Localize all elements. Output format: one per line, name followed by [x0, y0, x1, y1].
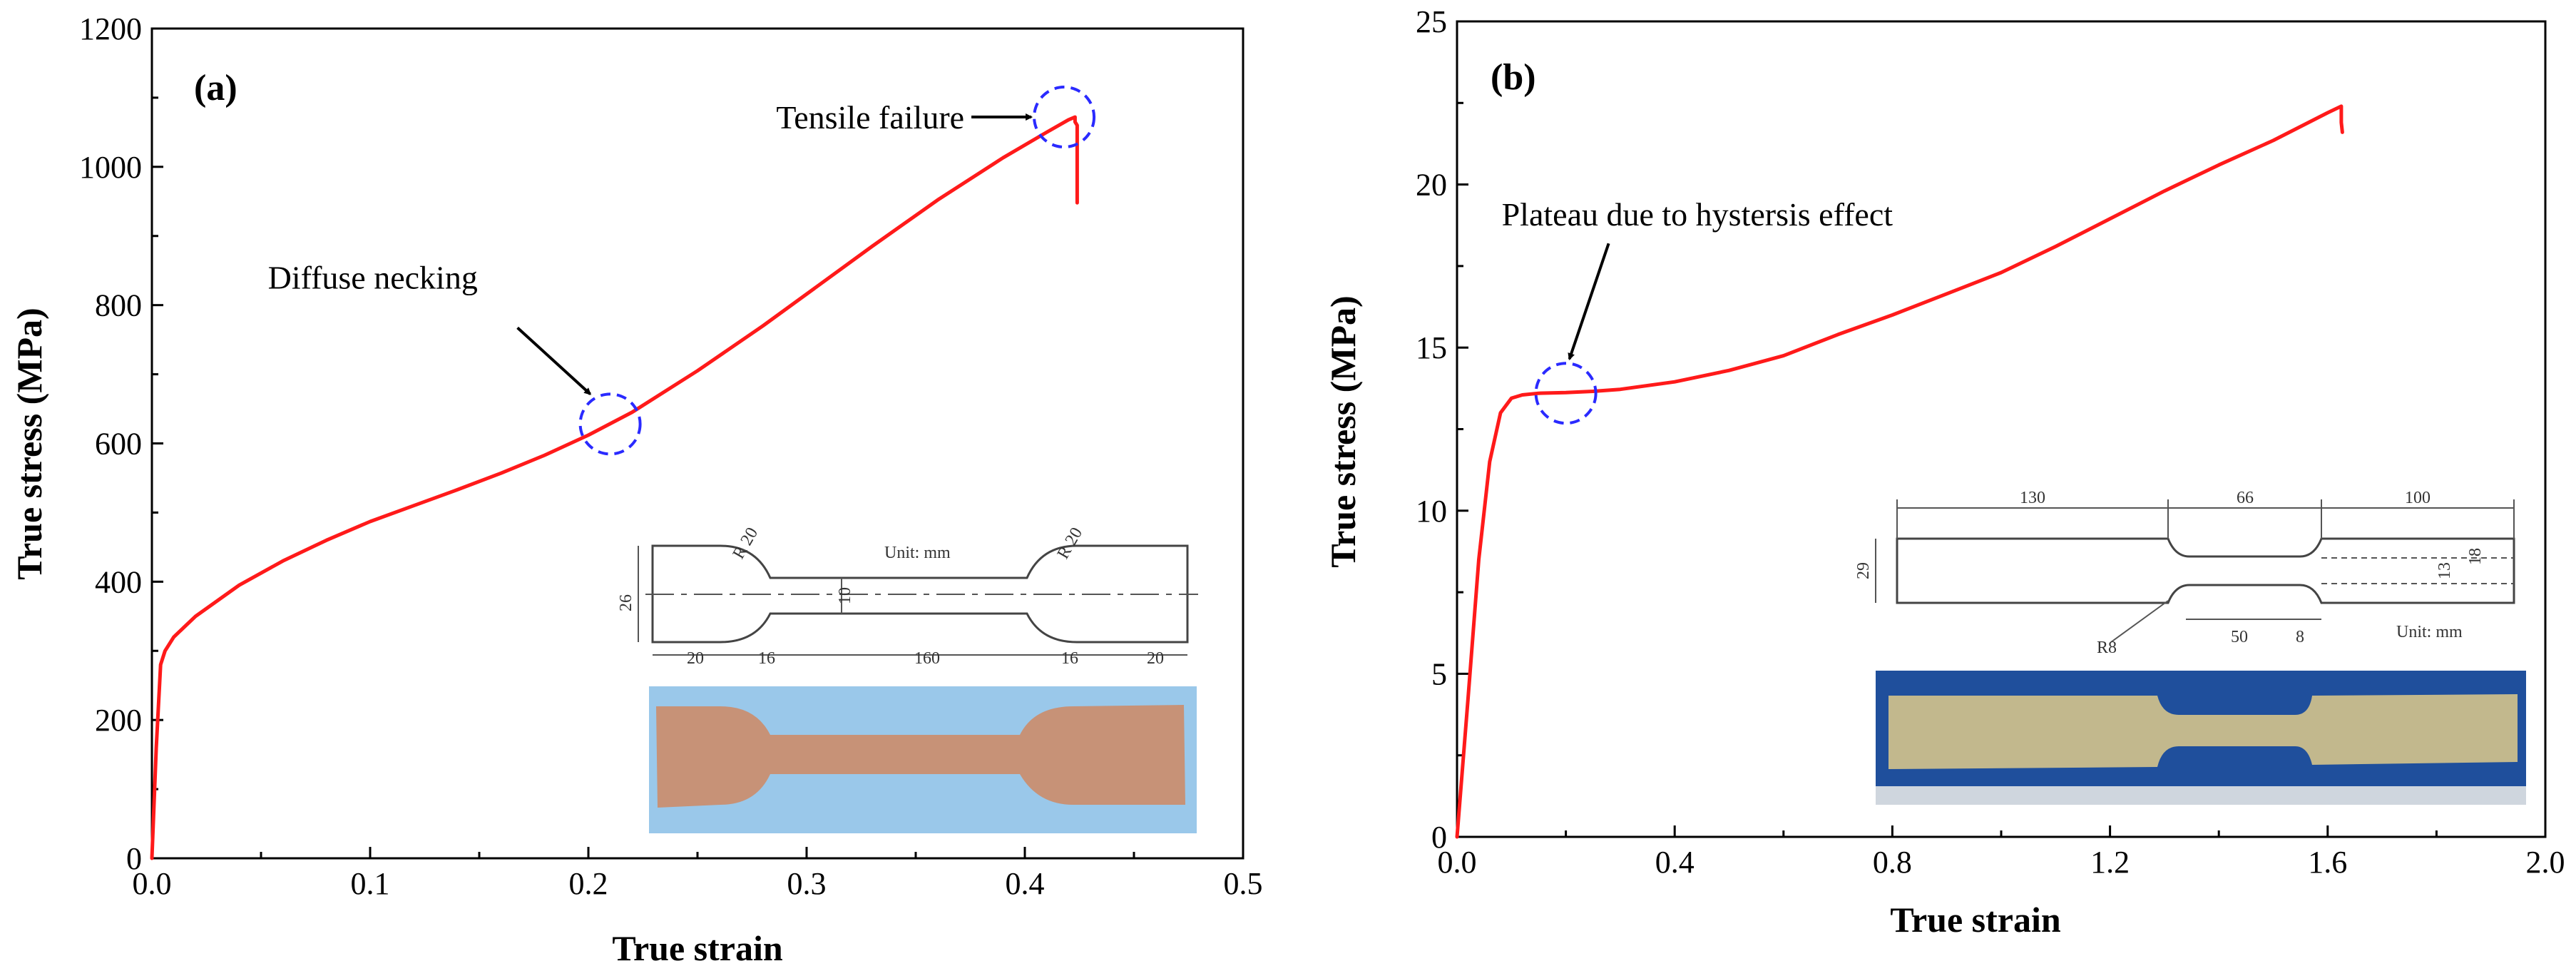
x-ticks-b: 0.0 0.4 0.8 1.2 1.6 2.0: [1438, 825, 2565, 880]
inner-dim-b: 13: [2436, 562, 2454, 579]
x-ticks-a: 0.0 0.1 0.2 0.3 0.4 0.5: [133, 847, 1263, 901]
y-tick-label: 1200: [79, 11, 142, 46]
x-tick-label: 0.0: [133, 866, 172, 901]
specimen-drawing-b: 130 66 100 29 13 18 50 8 R8 Unit: mm: [1854, 489, 2515, 657]
x-axis-title-b: True strain: [1890, 900, 2061, 940]
dim-bottom-a-0: 20: [687, 649, 704, 668]
highlight-circle: [1534, 362, 1598, 425]
dim-bottom-a-2: 160: [914, 649, 940, 668]
x-tick-label: 0.1: [351, 866, 390, 901]
radius-label-b: R8: [2097, 639, 2117, 657]
y-tick-label: 400: [95, 564, 142, 599]
x-tick-label: 0.4: [1655, 845, 1695, 880]
specimen-photo-a: [649, 686, 1197, 833]
y-tick-label: 20: [1416, 168, 1447, 203]
x-tick-label: 1.6: [2308, 845, 2347, 880]
y-tick-label: 5: [1431, 656, 1447, 691]
y-tick-label: 10: [1416, 494, 1447, 529]
right-dim-b: 18: [2466, 548, 2485, 565]
y-axis-title-b: True stress (MPa): [1323, 295, 1363, 567]
specimen-drawing-a: Unit: mm R 20 R 20 26 10 20 16 160 16 20: [617, 524, 1198, 668]
height-dim-a: 26: [617, 594, 635, 611]
y-tick-label: 25: [1416, 4, 1447, 39]
stress-strain-curve: [1455, 104, 2344, 839]
dim-bottom-a-1: 16: [758, 649, 775, 668]
x-tick-label: 0.0: [1438, 845, 1477, 880]
annotation-arrow: [1568, 243, 1610, 361]
annotations-a: Diffuse necking Tensile failure: [268, 86, 1096, 456]
x-tick-label: 0.4: [1006, 866, 1045, 901]
y-ticks-a: 0 200 400 600 800 1000 1200: [79, 11, 163, 876]
x-tick-label: 0.2: [569, 866, 608, 901]
annotations-b: Plateau due to hystersis effect: [1502, 196, 1893, 425]
unit-label-b: Unit: mm: [2396, 623, 2463, 641]
dim-top-b-2: 100: [2405, 489, 2431, 507]
y-tick-label: 0: [126, 841, 142, 876]
dim-bottom-b-0: 50: [2231, 628, 2248, 646]
highlight-circle: [1033, 86, 1096, 149]
x-tick-label: 1.2: [2090, 845, 2130, 880]
data-series-b: [1455, 104, 2344, 839]
x-axis-title-a: True strain: [612, 928, 783, 968]
y-tick-label: 200: [95, 703, 142, 738]
radius-label-left-a: R 20: [730, 524, 762, 562]
radius-label-right-a: R 20: [1054, 524, 1087, 562]
y-tick-label: 0: [1431, 820, 1447, 855]
panel-label-b: (b): [1491, 57, 1536, 98]
x-tick-label: 0.3: [787, 866, 827, 901]
annotation-arrow: [516, 326, 592, 395]
y-tick-label: 15: [1416, 330, 1447, 365]
height-dim-b: 29: [1854, 562, 1873, 579]
annotation-label: Plateau due to hystersis effect: [1502, 196, 1893, 233]
panel-label-a: (a): [194, 68, 237, 108]
width-dim-a: 10: [836, 587, 854, 604]
y-tick-label: 1000: [79, 150, 142, 185]
y-axis-title-a: True stress (MPa): [9, 307, 49, 579]
specimen-photo-b: [1876, 671, 2526, 805]
unit-label-a: Unit: mm: [884, 544, 951, 562]
dim-bottom-a-3: 16: [1061, 649, 1078, 668]
x-tick-label: 0.8: [1873, 845, 1912, 880]
dim-top-b-0: 130: [2020, 489, 2045, 507]
stress-strain-curve: [150, 115, 1079, 860]
x-tick-label: 2.0: [2526, 845, 2565, 880]
annotation-label: Tensile failure: [776, 99, 964, 136]
x-tick-label: 0.5: [1224, 866, 1263, 901]
dim-bottom-b-1: 8: [2296, 628, 2304, 646]
dim-bottom-a-4: 20: [1147, 649, 1164, 668]
highlight-circle: [578, 392, 642, 456]
y-tick-label: 600: [95, 427, 142, 462]
data-series-a: [150, 115, 1079, 860]
y-tick-label: 800: [95, 288, 142, 323]
dim-top-b-1: 66: [2237, 489, 2254, 507]
chart-panel-a: 0.0 0.1 0.2 0.3 0.4 0.5 0 200 400 600 800 1000 1200…: [9, 11, 1263, 968]
annotation-label: Diffuse necking: [268, 259, 478, 295]
chart-panel-b: 0.0 0.4 0.8 1.2 1.6 2.0 0 5 10 15 20 25 (b) True s…: [1323, 4, 2565, 940]
y-ticks-b: 0 5 10 15 20 25: [1416, 4, 1468, 855]
